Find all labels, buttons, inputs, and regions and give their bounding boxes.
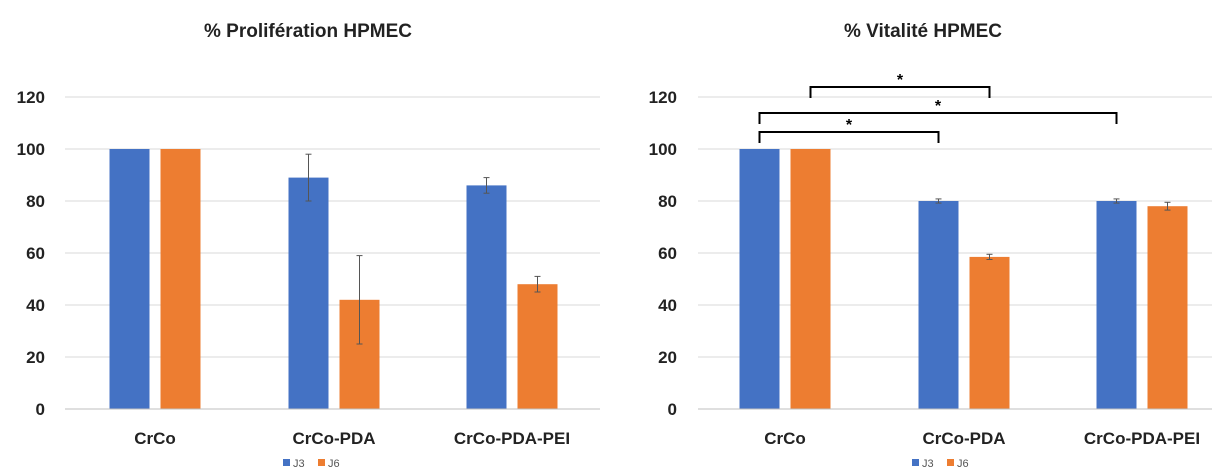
bar-j3-crco-pda-pei: [466, 185, 507, 409]
y-tick-label: 0: [668, 400, 677, 419]
y-tick-label: 40: [26, 296, 45, 315]
bar-j3-crco: [109, 149, 150, 409]
x-category-label: CrCo-PDA: [292, 429, 375, 448]
x-category-label: CrCo-PDA-PEI: [454, 429, 570, 448]
significance-bracket: [758, 112, 1118, 124]
x-category-label: CrCo-PDA-PEI: [1084, 429, 1200, 448]
y-tick-label: 40: [658, 296, 677, 315]
y-tick-label: 80: [26, 192, 45, 211]
y-tick-label: 60: [658, 244, 677, 263]
y-tick-label: 120: [17, 88, 45, 107]
significance-bracket: [758, 131, 940, 143]
y-tick-label: 20: [26, 348, 45, 367]
bar-j6-crco: [160, 149, 201, 409]
chart-title: % Vitalité HPMEC: [844, 21, 1002, 42]
bar-j3-crco-pda: [918, 201, 959, 409]
x-category-label: CrCo-PDA: [922, 429, 1005, 448]
significance-bracket: [809, 86, 991, 98]
legend-swatch-j3: [283, 459, 290, 466]
legend-label-j3: J3: [293, 458, 305, 470]
y-tick-label: 100: [17, 140, 45, 159]
significance-star: *: [897, 72, 904, 89]
bar-j3-crco-pda-pei: [1096, 201, 1137, 409]
legend-swatch-j6: [947, 459, 954, 466]
bar-j6-crco-pda: [969, 256, 1010, 409]
legend-label-j6: J6: [957, 458, 969, 470]
legend-label-j3: J3: [922, 458, 934, 470]
y-tick-label: 0: [36, 400, 45, 419]
legend-label-j6: J6: [328, 458, 340, 470]
y-tick-label: 80: [658, 192, 677, 211]
legend-swatch-j3: [912, 459, 919, 466]
y-tick-label: 20: [658, 348, 677, 367]
x-category-label: CrCo: [764, 429, 806, 448]
bar-j3-crco: [739, 149, 780, 409]
chart-1: % Prolifération HPMEC 0 20 40 60 80 100 120 CrCo…: [17, 21, 600, 470]
significance-star: *: [846, 117, 853, 134]
y-tick-label: 120: [649, 88, 677, 107]
chart-title: % Prolifération HPMEC: [204, 21, 412, 42]
bar-j6-crco: [790, 149, 831, 409]
legend-swatch-j6: [318, 459, 325, 466]
y-tick-label: 60: [26, 244, 45, 263]
bar-j3-crco-pda: [288, 177, 329, 409]
x-category-label: CrCo: [134, 429, 176, 448]
bar-j6-crco-pda-pei: [1147, 206, 1188, 409]
significance-star: *: [935, 98, 942, 115]
chart-2: % Vitalité HPMEC 0 20 40 60 80 100 120 CrCo CrCo-…: [649, 21, 1212, 470]
y-tick-label: 100: [649, 140, 677, 159]
bar-j6-crco-pda-pei: [517, 284, 558, 409]
